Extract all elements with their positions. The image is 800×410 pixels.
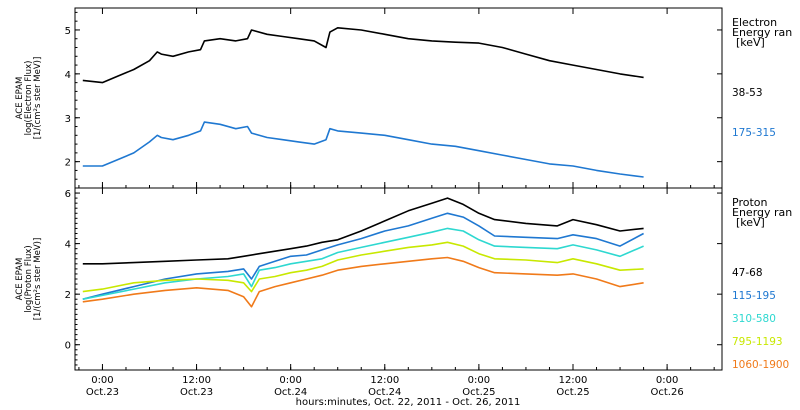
x-tick-date-label: Oct.23	[180, 387, 213, 398]
x-tick-time-label: 12:00	[370, 375, 399, 386]
x-tick-date-label: Oct.26	[651, 387, 684, 398]
proton-panel: 0 2 4 6 ACE EPAM log(Proton Flux) [1/(cm²s ste…	[15, 187, 792, 371]
electron-y-axis-label: ACE EPAM log(Electron Flux) [1/(cm²s ster …	[15, 57, 43, 140]
proton-y-axis-label-line: ACE EPAM	[15, 258, 25, 301]
proton-y-axis-label: ACE EPAM log(Proton Flux) [1/(cm²s ster Me…	[15, 238, 43, 321]
x-tick-time-label: 0:00	[279, 375, 301, 386]
series-line-proton-1060-1900	[82, 256, 644, 308]
series-line-proton-310-580	[82, 227, 644, 300]
legend-entry-proton-1060-1900: 1060-1900	[732, 359, 789, 371]
electron-y-axis-label-line: ACE EPAM	[15, 77, 25, 120]
electron-y-tick-label: 2	[65, 158, 71, 169]
electron-legend-title: [keV]	[736, 36, 765, 49]
x-tick-date-label: Oct.25	[462, 387, 495, 398]
electron-panel: 2 3 4 5 ACE EPAM log(Electron Flux) [1/(cm²s s…	[15, 7, 792, 189]
x-axis-label: hours:minutes, Oct. 22, 2011 - Oct. 26, …	[296, 397, 521, 408]
series-line-proton-47-68	[82, 197, 644, 265]
series-line-proton-795-1193	[82, 241, 644, 293]
proton-y-axis-label-line: [1/(cm²s ster MeV)]	[33, 238, 43, 321]
electron-plot-frame	[74, 7, 723, 189]
series-line-electron-175-315	[82, 121, 644, 178]
series-line-electron-38-53	[82, 26, 644, 84]
proton-y-tick-label: 2	[65, 290, 71, 301]
proton-legend-title: Energy ran	[732, 206, 792, 219]
proton-y-axis-label-line: log(Proton Flux)	[24, 245, 34, 312]
electron-y-tick-label: 4	[65, 70, 71, 81]
x-tick-date-label: Oct.25	[556, 387, 589, 398]
electron-legend-title: Energy ran	[732, 26, 792, 39]
legend-entry-electron-175-315: 175-315	[732, 127, 776, 139]
legend-entry-electron-38-53: 38-53	[732, 87, 763, 99]
electron-y-tick-label: 5	[65, 26, 71, 37]
proton-y-tick-label: 0	[65, 341, 71, 352]
electron-legend-title: Electron	[732, 16, 777, 29]
electron-y-tick-label: 3	[65, 114, 71, 125]
series-line-proton-115-195	[82, 212, 644, 300]
electron-y-axis-label-line: log(Electron Flux)	[24, 61, 34, 136]
legend-entry-proton-47-68: 47-68	[732, 267, 763, 279]
x-tick-date-label: Oct.24	[368, 387, 401, 398]
electron-y-axis-label-line: [1/(cm²s ster MeV)]	[33, 57, 43, 140]
legend-entry-proton-310-580: 310-580	[732, 313, 776, 325]
x-tick-time-label: 0:00	[656, 375, 678, 386]
legend-entry-proton-115-195: 115-195	[732, 290, 776, 302]
x-tick-time-label: 12:00	[559, 375, 588, 386]
x-tick-time-label: 0:00	[468, 375, 490, 386]
x-axis: 0:00Oct.2312:00Oct.230:00Oct.2412:00Oct.…	[86, 375, 684, 398]
legend-entry-proton-795-1193: 795-1193	[732, 336, 783, 348]
proton-legend-title: Proton	[732, 196, 767, 209]
x-tick-time-label: 12:00	[182, 375, 211, 386]
x-tick-date-label: Oct.24	[274, 387, 307, 398]
x-tick-time-label: 0:00	[91, 375, 113, 386]
proton-y-tick-label: 4	[65, 240, 71, 251]
x-tick-date-label: Oct.23	[86, 387, 119, 398]
proton-legend-title: [keV]	[736, 216, 765, 229]
proton-y-tick-label: 6	[65, 189, 71, 200]
